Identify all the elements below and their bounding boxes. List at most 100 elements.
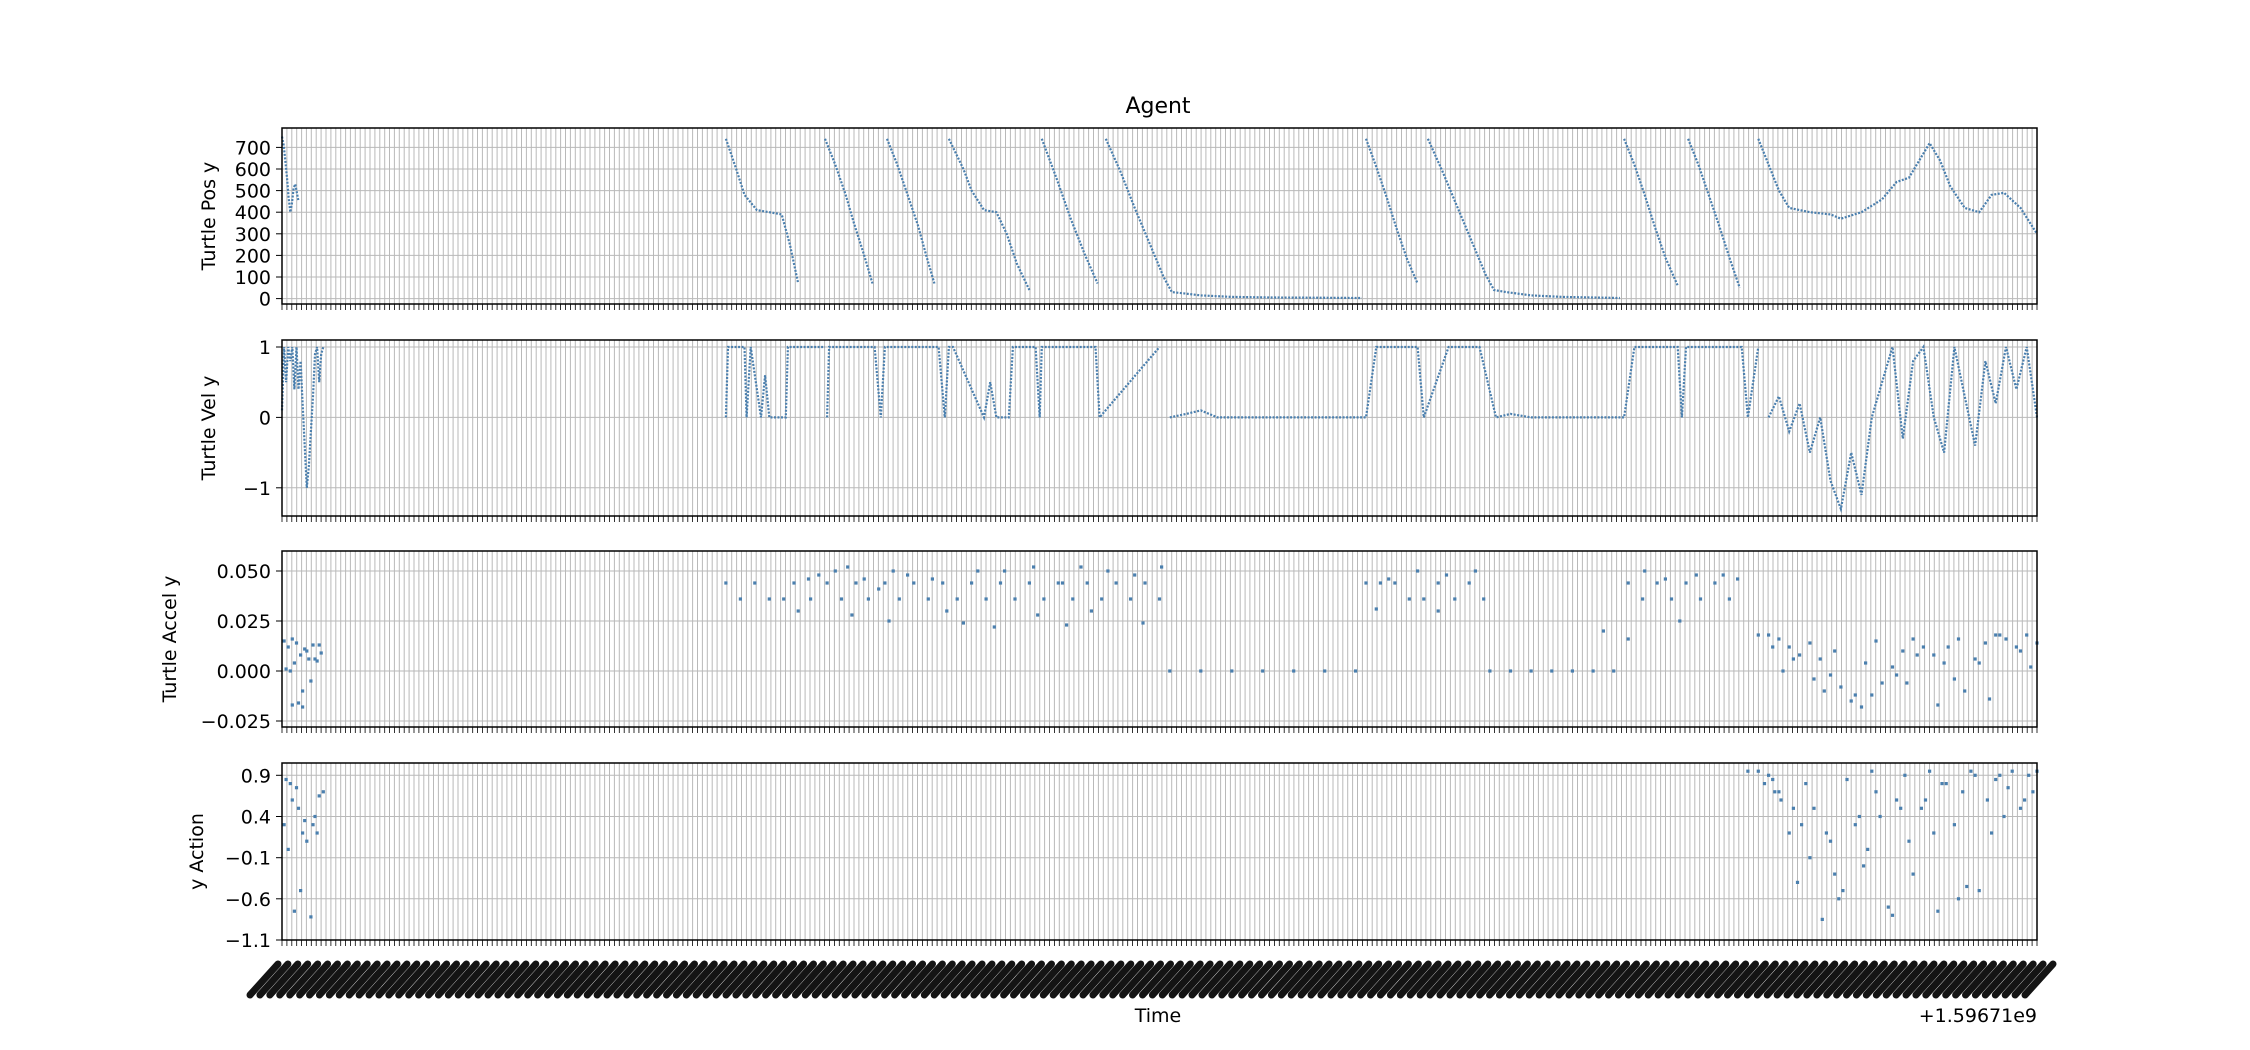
x-tick-marks [281, 516, 2038, 522]
data-point [1378, 581, 1382, 585]
data-point [1036, 613, 1040, 617]
data-point [887, 619, 891, 623]
data-point [1853, 693, 1857, 697]
data-point [1141, 621, 1145, 625]
data-point [1824, 831, 1828, 835]
data-point [290, 798, 294, 802]
data-point [1323, 669, 1327, 673]
data-point [1956, 637, 1961, 641]
data-point [1899, 806, 1903, 810]
data-point [1168, 669, 1172, 673]
data-point [1952, 677, 1956, 681]
x-tick-marks [281, 304, 2038, 310]
y-axis-label: Turtle Pos y [198, 162, 220, 272]
data-point [1911, 872, 1915, 876]
x-tick-marks [281, 940, 2038, 946]
data-point [1071, 597, 1075, 601]
data-point [1857, 814, 1861, 819]
data-point [288, 782, 292, 786]
data-point [1890, 665, 1895, 669]
data-point [299, 889, 303, 893]
subplot-3: −0.025 0.000 0.025 0.050 Turtle Accel y [159, 550, 2039, 733]
series-line [1364, 138, 1419, 284]
data-point [1027, 581, 1031, 585]
data-point [866, 597, 870, 601]
data-point [976, 569, 980, 573]
y-tick-label: 0.000 [217, 661, 271, 683]
data-point [1946, 645, 1950, 649]
data-point [767, 597, 771, 601]
data-point [301, 705, 305, 709]
data-point [1985, 798, 1989, 802]
data-point [1932, 831, 1936, 835]
data-point [1839, 685, 1843, 689]
data-point [311, 643, 315, 647]
subplot-2: −1 0 1 Turtle Vel y [198, 337, 2039, 522]
data-point [883, 581, 887, 585]
x-tick-labels [246, 960, 2057, 999]
data-point [1977, 889, 1981, 893]
data-point [1963, 689, 1967, 693]
data-point [1444, 573, 1449, 577]
figure-title: Agent [1125, 94, 1190, 119]
data-point [317, 794, 321, 798]
data-point [1143, 581, 1147, 585]
data-point [1261, 669, 1265, 673]
data-point [1798, 653, 1802, 657]
data-point [1965, 884, 1969, 889]
data-point [1085, 581, 1089, 585]
data-point [1032, 565, 1036, 569]
data-point [319, 651, 323, 655]
data-point [1820, 917, 1824, 921]
data-point [724, 581, 728, 585]
data-point [1106, 569, 1110, 573]
data-point [1612, 669, 1616, 673]
series-line [280, 346, 325, 488]
data-point [1932, 653, 1936, 657]
data-point [891, 569, 895, 573]
data-point [1698, 597, 1703, 601]
data-point [2031, 790, 2035, 794]
y-tick-label: 500 [235, 181, 271, 203]
data-point [1364, 581, 1368, 585]
data-point [1626, 581, 1630, 585]
data-point [1987, 697, 1992, 701]
data-point [1895, 673, 1899, 677]
data-point [1655, 581, 1659, 585]
series-line [1169, 345, 1760, 419]
data-point [906, 573, 910, 577]
data-point [1936, 909, 1940, 913]
data-point [2014, 645, 2018, 649]
data-point [1919, 806, 1923, 810]
data-point [1199, 669, 1203, 673]
data-point [1762, 782, 1767, 786]
data-point [282, 639, 286, 643]
data-point [313, 657, 317, 661]
data-point [1895, 798, 1899, 802]
data-point [930, 577, 934, 581]
data-point [1436, 609, 1440, 613]
data-point [1756, 633, 1760, 637]
data-point [2004, 637, 2008, 641]
data-point [305, 649, 309, 653]
y-tick-label: 0.050 [217, 561, 271, 583]
data-point [1800, 823, 1804, 827]
y-tick-label: −1 [243, 478, 271, 500]
data-point [294, 641, 299, 645]
data-point [1940, 782, 1944, 786]
data-point [1921, 645, 1925, 649]
data-point [833, 569, 837, 573]
data-point [1292, 669, 1296, 673]
data-point [877, 587, 881, 591]
y-tick-label: 300 [235, 224, 271, 246]
data-point [1643, 569, 1647, 573]
data-point [1901, 649, 1905, 653]
data-point [1453, 597, 1457, 601]
data-point [1833, 649, 1837, 653]
data-point [926, 597, 930, 601]
data-point [809, 597, 813, 601]
data-point [1961, 790, 1965, 794]
data-point [1013, 597, 1017, 601]
y-tick-label: 700 [235, 137, 271, 159]
